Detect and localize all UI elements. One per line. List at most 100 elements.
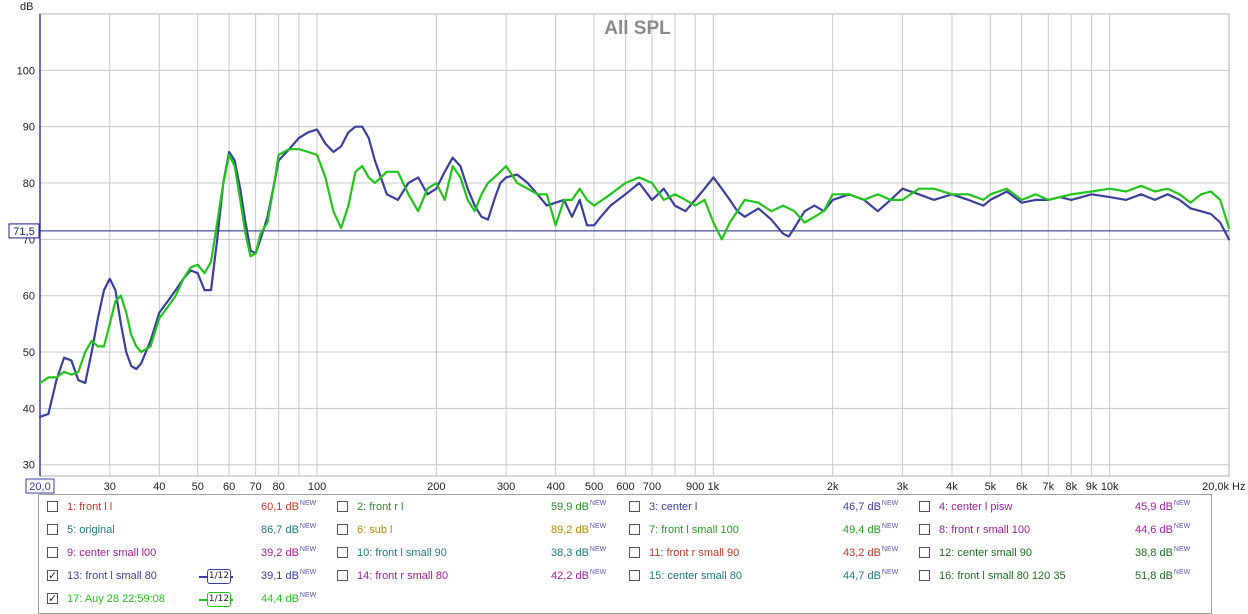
x-tick-label: 50 (192, 481, 204, 493)
reference-value-label: 71,5 (13, 226, 34, 238)
legend-label: 14: front r small 80 (357, 570, 449, 582)
legend-item[interactable]: 11: front r small 90 43,2 dBNEW (629, 544, 909, 562)
x-tick-label: 400 (546, 481, 564, 493)
x-tick-label: 30 (104, 481, 116, 493)
y-tick-label: 100 (17, 65, 35, 77)
x-tick-label: 6k (1016, 481, 1028, 493)
legend-value: 89,2 dBNEW (551, 521, 606, 539)
x-tick-label: 1k (708, 481, 720, 493)
legend-item[interactable]: 12: center small 90 38,8 dBNEW (919, 544, 1199, 562)
legend-checkbox[interactable] (629, 547, 640, 558)
legend-item[interactable]: 9: center small l00 39,2 dBNEW (47, 544, 327, 562)
legend-label: 13: front l small 80 (67, 570, 157, 582)
x-tick-label: 80 (272, 481, 284, 493)
legend-value-text: 38,8 dB (1135, 547, 1173, 559)
legend-item[interactable]: 5: original 86,7 dBNEW (47, 521, 327, 539)
x-start-box[interactable] (25, 478, 55, 494)
legend-label: 9: center small l00 (67, 547, 157, 559)
x-tick-label: 20,0k (1202, 481, 1229, 493)
y-tick-label: 30 (23, 460, 35, 472)
legend-item[interactable]: 2: front r l 59,9 dBNEW (337, 498, 617, 516)
legend-item[interactable]: 3: center l 46,7 dBNEW (629, 498, 909, 516)
legend-label: 6: sub l (357, 524, 393, 536)
legend-value-text: 89,2 dB (551, 524, 589, 536)
smoothing-indicator[interactable]: 1/12 (199, 569, 233, 584)
legend-value: 42,2 dBNEW (551, 567, 606, 585)
legend-checkbox[interactable] (629, 570, 640, 581)
legend-checkbox[interactable] (919, 524, 930, 535)
legend-value: 44,6 dBNEW (1135, 521, 1190, 539)
legend-checkbox[interactable] (337, 547, 348, 558)
legend-value-text: 44,6 dB (1135, 524, 1173, 536)
new-badge: NEW (881, 569, 899, 576)
new-badge: NEW (589, 569, 607, 576)
y-tick-label: 60 (23, 291, 35, 303)
legend-checkbox[interactable] (919, 547, 930, 558)
legend-item[interactable]: 16: front l small 80 120 35 51,8 dBNEW (919, 567, 1199, 585)
legend-value: 60,1 dBNEW (261, 498, 316, 516)
legend-value: 44,4 dBNEW (261, 590, 316, 608)
legend-checkbox[interactable] (337, 501, 348, 512)
legend-item[interactable]: 6: sub l 89,2 dBNEW (337, 521, 617, 539)
legend-value-text: 44,4 dB (261, 593, 299, 605)
smoothing-indicator[interactable]: 1/12 (199, 592, 233, 607)
legend-checkbox[interactable] (337, 524, 348, 535)
x-tick-label: 3k (897, 481, 909, 493)
legend-value-text: 86,7 dB (261, 524, 299, 536)
legend-checkbox[interactable] (629, 501, 640, 512)
legend-item[interactable]: 17: Auy 28 22:59:08 1/12 44,4 dBNEW (47, 590, 327, 608)
legend-label: 5: original (67, 524, 115, 536)
legend-checkbox[interactable] (47, 547, 58, 558)
x-tick-label: 70 (250, 481, 262, 493)
new-badge: NEW (299, 546, 317, 553)
legend-item[interactable]: 1: front l l 60,1 dBNEW (47, 498, 327, 516)
y-tick-label: 40 (23, 403, 35, 415)
legend-item[interactable]: 10: front l small 90 38,3 dBNEW (337, 544, 617, 562)
new-badge: NEW (881, 546, 899, 553)
x-tick-label: 100 (308, 481, 326, 493)
legend-panel: 1: front l l 60,1 dBNEW 2: front r l 59,9 d… (38, 494, 1212, 614)
legend-value-text: 43,2 dB (843, 547, 881, 559)
legend-checkbox[interactable] (629, 524, 640, 535)
y-tick-label: 90 (23, 122, 35, 134)
legend-value: 39,1 dBNEW (261, 567, 316, 585)
legend-checkbox[interactable] (47, 590, 58, 608)
x-tick-label: 60 (223, 481, 235, 493)
legend-label: 7: front l small 100 (649, 524, 739, 536)
legend-item[interactable]: 7: front l small 100 49,4 dBNEW (629, 521, 909, 539)
legend-checkbox[interactable] (47, 524, 58, 535)
chart-title: All SPL (604, 18, 671, 39)
plot-area[interactable] (39, 13, 1230, 477)
legend-item[interactable]: 13: front l small 80 1/12 39,1 dBNEW (47, 567, 327, 585)
x-tick-label: 700 (643, 481, 661, 493)
legend-label: 15: center small 80 (649, 570, 742, 582)
legend-checkbox[interactable] (47, 501, 58, 512)
legend-label: 10: front l small 90 (357, 547, 447, 559)
legend-checkbox[interactable] (919, 501, 930, 512)
legend-value: 39,2 dBNEW (261, 544, 316, 562)
legend-value-text: 46,7 dB (843, 501, 881, 513)
smoothing-label: 1/12 (207, 592, 231, 607)
legend-checkbox[interactable] (919, 570, 930, 581)
legend-checkbox[interactable] (47, 567, 58, 585)
new-badge: NEW (1173, 523, 1191, 530)
legend-label: 4: center l pisw (939, 501, 1013, 513)
new-badge: NEW (881, 523, 899, 530)
legend-item[interactable]: 8: front r small 100 44,6 dBNEW (919, 521, 1199, 539)
reference-value-box[interactable] (8, 223, 40, 239)
legend-value: 59,9 dBNEW (551, 498, 606, 516)
legend-checkbox[interactable] (337, 570, 348, 581)
new-badge: NEW (299, 500, 317, 507)
legend-label: 2: front r l (357, 501, 404, 513)
x-tick-label: 5k (985, 481, 997, 493)
legend-value-text: 38,3 dB (551, 547, 589, 559)
legend-item[interactable]: 14: front r small 80 42,2 dBNEW (337, 567, 617, 585)
legend-value-text: 51,8 dB (1135, 570, 1173, 582)
x-axis-label: Hz (1232, 481, 1245, 493)
legend-item[interactable]: 4: center l pisw 45,9 dBNEW (919, 498, 1199, 516)
legend-label: 8: front r small 100 (939, 524, 1031, 536)
legend-value-text: 42,2 dB (551, 570, 589, 582)
series-line-2[interactable] (38, 148, 1231, 385)
legend-item[interactable]: 15: center small 80 44,7 dBNEW (629, 567, 909, 585)
